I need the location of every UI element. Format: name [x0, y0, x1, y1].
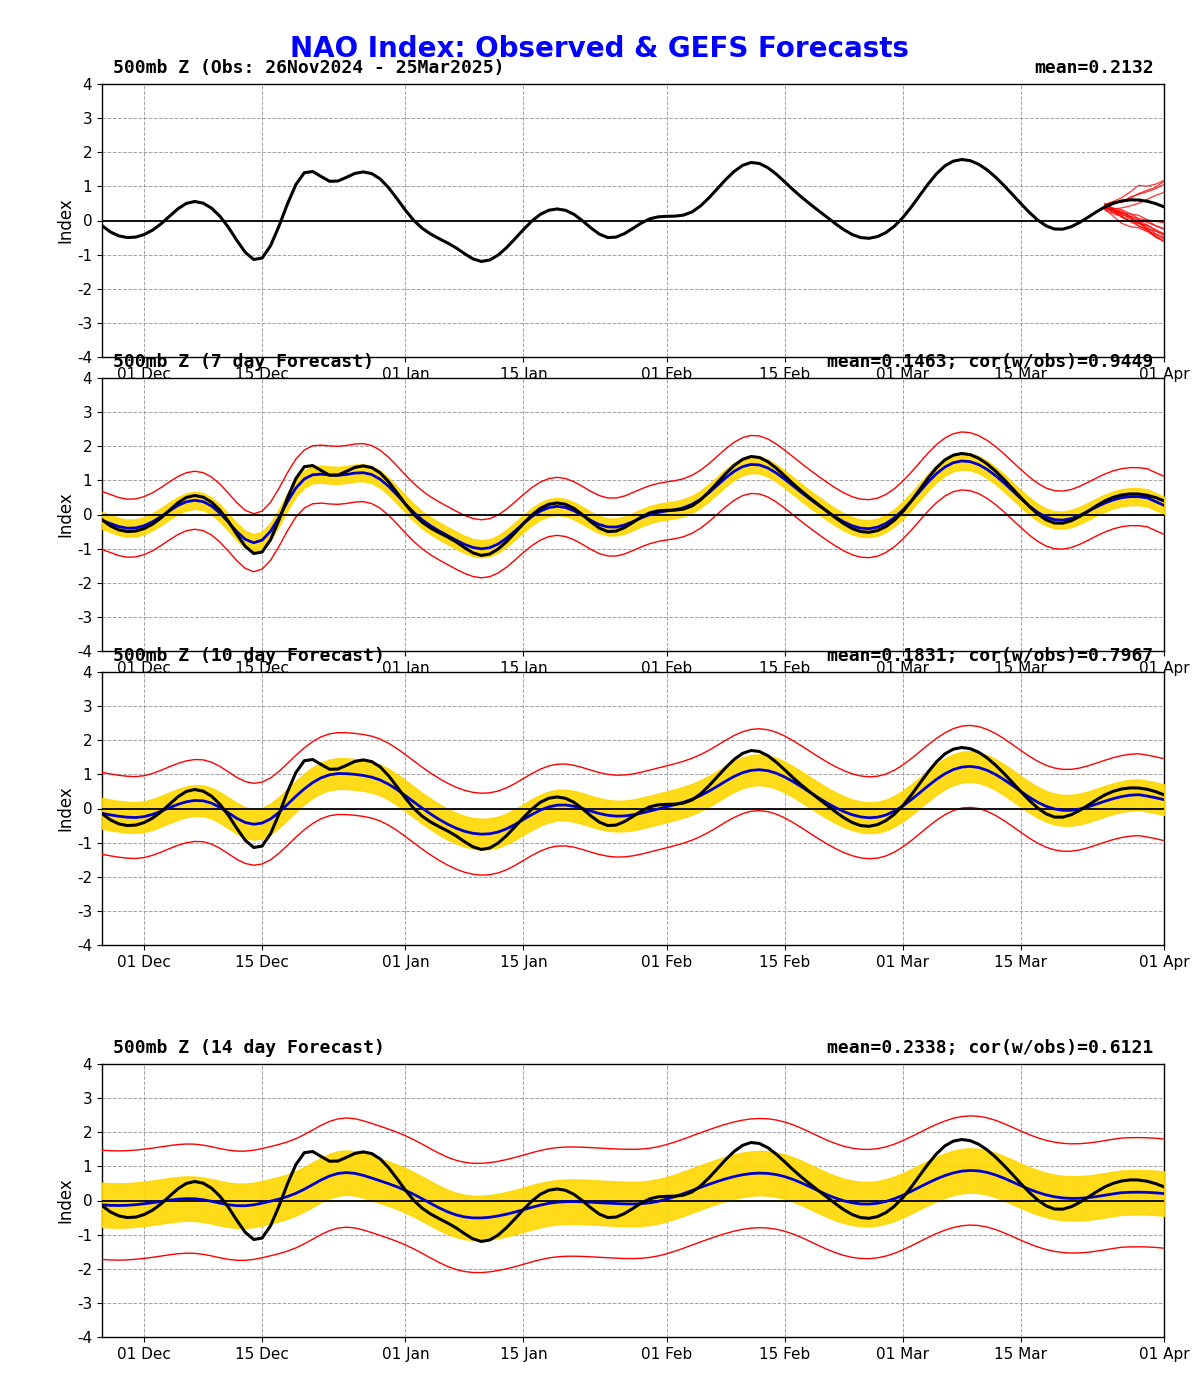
- Text: 500mb Z (10 day Forecast): 500mb Z (10 day Forecast): [113, 647, 384, 665]
- Text: 500mb Z (Obs: 26Nov2024 - 25Mar2025): 500mb Z (Obs: 26Nov2024 - 25Mar2025): [113, 59, 504, 77]
- Text: mean=0.1463; cor(w/obs)=0.9449: mean=0.1463; cor(w/obs)=0.9449: [827, 353, 1153, 371]
- Text: 500mb Z (14 day Forecast): 500mb Z (14 day Forecast): [113, 1039, 384, 1057]
- Text: 500mb Z (7 day Forecast): 500mb Z (7 day Forecast): [113, 353, 373, 371]
- Text: mean=0.2132: mean=0.2132: [1033, 59, 1153, 77]
- Text: NAO Index: Observed & GEFS Forecasts: NAO Index: Observed & GEFS Forecasts: [290, 35, 910, 63]
- Text: mean=0.2338; cor(w/obs)=0.6121: mean=0.2338; cor(w/obs)=0.6121: [827, 1039, 1153, 1057]
- Y-axis label: Index: Index: [56, 491, 74, 538]
- Y-axis label: Index: Index: [56, 1177, 74, 1224]
- Y-axis label: Index: Index: [56, 785, 74, 832]
- Text: mean=0.1831; cor(w/obs)=0.7967: mean=0.1831; cor(w/obs)=0.7967: [827, 647, 1153, 665]
- Y-axis label: Index: Index: [56, 197, 74, 244]
